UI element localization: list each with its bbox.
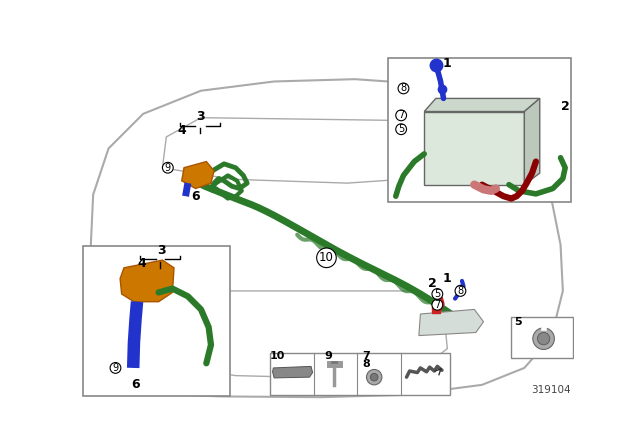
- Polygon shape: [419, 310, 484, 336]
- Text: 4: 4: [177, 124, 186, 137]
- Text: 10: 10: [269, 351, 285, 361]
- Polygon shape: [524, 99, 540, 185]
- Polygon shape: [424, 112, 524, 185]
- Text: 7: 7: [363, 351, 371, 361]
- Text: 4: 4: [138, 257, 146, 270]
- Bar: [270, 353, 450, 395]
- Text: 9: 9: [324, 351, 332, 361]
- Bar: [83, 246, 230, 396]
- Text: 319104: 319104: [531, 385, 570, 395]
- Circle shape: [396, 124, 406, 134]
- Text: 5: 5: [515, 317, 522, 327]
- Text: 3: 3: [196, 110, 205, 123]
- Circle shape: [396, 110, 406, 121]
- Circle shape: [371, 373, 378, 381]
- Text: 2: 2: [561, 99, 570, 112]
- Circle shape: [432, 299, 443, 310]
- Polygon shape: [273, 366, 312, 378]
- Text: 8: 8: [363, 359, 371, 369]
- Text: 6: 6: [191, 190, 200, 202]
- Text: 3: 3: [157, 244, 166, 257]
- Circle shape: [533, 328, 554, 349]
- Circle shape: [432, 289, 443, 299]
- Text: 9: 9: [164, 163, 171, 173]
- Circle shape: [398, 83, 409, 94]
- Text: 7: 7: [434, 300, 440, 310]
- Bar: [511, 317, 573, 358]
- Circle shape: [110, 362, 121, 373]
- Text: 1: 1: [443, 272, 452, 285]
- Circle shape: [455, 285, 466, 296]
- Polygon shape: [120, 260, 174, 302]
- Text: 5: 5: [434, 289, 440, 299]
- Bar: [388, 58, 570, 202]
- Text: 8: 8: [458, 286, 463, 296]
- Text: 2: 2: [428, 277, 437, 290]
- Text: 9: 9: [113, 363, 118, 373]
- Circle shape: [367, 370, 382, 385]
- Text: 8: 8: [401, 83, 406, 94]
- Circle shape: [163, 162, 173, 173]
- Circle shape: [538, 332, 550, 345]
- Text: 1: 1: [443, 56, 452, 69]
- Text: 6: 6: [131, 379, 140, 392]
- Text: 10: 10: [319, 251, 334, 264]
- Text: 5: 5: [398, 124, 404, 134]
- Polygon shape: [424, 99, 540, 112]
- Polygon shape: [182, 162, 214, 189]
- Text: 7: 7: [398, 110, 404, 121]
